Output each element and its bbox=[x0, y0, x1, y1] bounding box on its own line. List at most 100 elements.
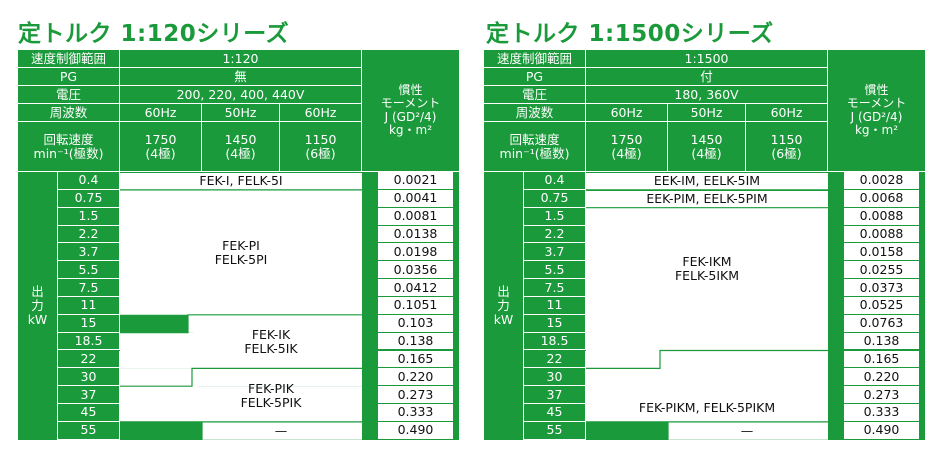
inertia-cell: 0.333 bbox=[378, 404, 453, 422]
kw-cell: 15 bbox=[58, 314, 120, 333]
inertia-header-line: モーメント bbox=[380, 96, 441, 111]
model-name: — bbox=[200, 423, 362, 440]
model-name-line: EEK-IM, EELK-5IM bbox=[653, 173, 761, 189]
inertia-value: 0.1051 bbox=[393, 297, 438, 313]
inertia-value: 0.220 bbox=[863, 368, 900, 384]
frequency-text: 60Hz bbox=[610, 104, 643, 120]
kw-cell: 45 bbox=[58, 404, 120, 422]
voltage-value: 180, 360V bbox=[586, 86, 828, 104]
speed-cell: 1450 (4極) bbox=[202, 122, 280, 172]
speed-cell: 1450 (4極) bbox=[668, 122, 746, 172]
inertia-cell: 0.0068 bbox=[844, 189, 919, 208]
pg-value: 付 bbox=[586, 68, 828, 86]
voltage-label: 電圧 bbox=[18, 86, 120, 104]
kw-value: 15 bbox=[546, 315, 563, 331]
inertia-value: 0.165 bbox=[397, 350, 434, 366]
model-name: EEK-IM, EELK-5IM bbox=[586, 173, 828, 190]
output-label-line: kW bbox=[493, 311, 514, 327]
kw-cell: 11 bbox=[58, 296, 120, 315]
frequency-label-text: 周波数 bbox=[515, 104, 554, 120]
rotation-speed-line: 回転速度 bbox=[509, 131, 560, 147]
kw-cell: 5.5 bbox=[524, 261, 586, 280]
inertia-header: 慣性 モーメント J (GD²/4) kg・m² bbox=[828, 50, 925, 172]
voltage-value-text: 180, 360V bbox=[674, 86, 739, 102]
kw-cell: 55 bbox=[524, 421, 586, 440]
kw-value: 37 bbox=[80, 386, 97, 402]
inertia-value: 0.138 bbox=[397, 333, 434, 349]
kw-value: 15 bbox=[80, 315, 97, 331]
model-name-line: FELK-5IKM bbox=[674, 267, 740, 283]
kw-cell: 0.4 bbox=[524, 172, 586, 190]
inertia-cell: 0.1051 bbox=[378, 296, 453, 315]
inertia-value: 0.0356 bbox=[393, 261, 438, 277]
speed-range-value-text: 1:1500 bbox=[684, 50, 729, 66]
kw-cell: 30 bbox=[58, 368, 120, 387]
inertia-value: 0.0028 bbox=[859, 172, 904, 188]
inertia-header: 慣性 モーメント J (GD²/4) kg・m² bbox=[362, 50, 459, 172]
speed-rpm: 1750 bbox=[610, 131, 643, 147]
model-region: FEK-IK FELK-5IK bbox=[120, 316, 362, 369]
inertia-value: 0.0525 bbox=[859, 297, 904, 313]
frequency-text: 50Hz bbox=[224, 104, 257, 120]
voltage-value-text: 200, 220, 400, 440V bbox=[176, 86, 305, 102]
inertia-header-line: kg・m² bbox=[854, 122, 899, 137]
inertia-cell: 0.0412 bbox=[378, 279, 453, 297]
kw-cell: 2.2 bbox=[524, 225, 586, 244]
speed-poles: (6極) bbox=[771, 145, 802, 161]
pg-label-text: PG bbox=[525, 68, 544, 84]
model-name-line: FELK-5PIK bbox=[240, 394, 302, 410]
frequency-cell: 60Hz bbox=[586, 104, 668, 122]
inertia-cell: 0.0373 bbox=[844, 279, 919, 297]
inertia-cell: 0.0088 bbox=[844, 225, 919, 244]
inertia-value: 0.333 bbox=[863, 404, 900, 420]
inertia-header-line: kg・m² bbox=[388, 122, 433, 137]
inertia-cell: 0.273 bbox=[378, 386, 453, 405]
speed-range-label-text: 速度制御範囲 bbox=[496, 50, 572, 66]
inertia-cell: 0.0158 bbox=[844, 243, 919, 262]
speed-range-label: 速度制御範囲 bbox=[484, 50, 586, 68]
model-name-line: FELK-5IK bbox=[244, 341, 298, 357]
inertia-cell: 0.490 bbox=[844, 421, 919, 440]
speed-cell: 1150 (6極) bbox=[746, 122, 828, 172]
output-label: 出力 kW bbox=[484, 172, 524, 440]
frequency-cell: 60Hz bbox=[280, 104, 362, 122]
speed-poles: (4極) bbox=[225, 145, 256, 161]
frequency-text: 50Hz bbox=[690, 104, 723, 120]
kw-value: 1.5 bbox=[544, 208, 565, 224]
frequency-label: 周波数 bbox=[484, 104, 586, 122]
frequency-cell: 50Hz bbox=[668, 104, 746, 122]
inertia-value: 0.0041 bbox=[393, 190, 438, 206]
kw-cell: 30 bbox=[524, 368, 586, 387]
frequency-text: 60Hz bbox=[144, 104, 177, 120]
kw-cell: 22 bbox=[524, 350, 586, 369]
kw-cell: 15 bbox=[524, 314, 586, 333]
inertia-cell: 0.0525 bbox=[844, 296, 919, 315]
frequency-cell: 60Hz bbox=[120, 104, 202, 122]
voltage-value: 200, 220, 400, 440V bbox=[120, 86, 362, 104]
model-name: EEK-PIM, EELK-5PIM bbox=[586, 191, 828, 208]
pg-value-text: 無 bbox=[234, 68, 247, 84]
model-name-line: FEK-IKM bbox=[682, 253, 732, 269]
output-label-line: 出 bbox=[31, 283, 44, 299]
inertia-value: 0.0763 bbox=[859, 315, 904, 331]
kw-cell: 1.5 bbox=[58, 207, 120, 226]
inertia-value: 0.0068 bbox=[859, 190, 904, 206]
kw-value: 22 bbox=[80, 350, 97, 366]
output-label-line: 出 bbox=[497, 283, 510, 299]
rotation-speed-unit: min⁻¹(極数) bbox=[499, 145, 570, 161]
speed-poles: (6極) bbox=[305, 145, 336, 161]
model-name-line: FEK-I, FELK-5I bbox=[199, 173, 283, 189]
model-name: FEK-IK FELK-5IK bbox=[180, 316, 362, 369]
kw-cell: 37 bbox=[524, 386, 586, 405]
kw-value: 45 bbox=[80, 404, 97, 420]
frequency-cell: 50Hz bbox=[202, 104, 280, 122]
output-label-line: 力 bbox=[31, 297, 44, 313]
inertia-cell: 0.0041 bbox=[378, 189, 453, 208]
inertia-value: 0.103 bbox=[397, 315, 434, 331]
kw-value: 2.2 bbox=[78, 225, 99, 241]
inertia-cell: 0.0081 bbox=[378, 207, 453, 226]
rotation-speed-line: 回転速度 bbox=[43, 131, 94, 147]
inertia-cell: 0.103 bbox=[378, 314, 453, 333]
kw-value: 2.2 bbox=[544, 225, 565, 241]
voltage-label-text: 電圧 bbox=[55, 86, 81, 102]
